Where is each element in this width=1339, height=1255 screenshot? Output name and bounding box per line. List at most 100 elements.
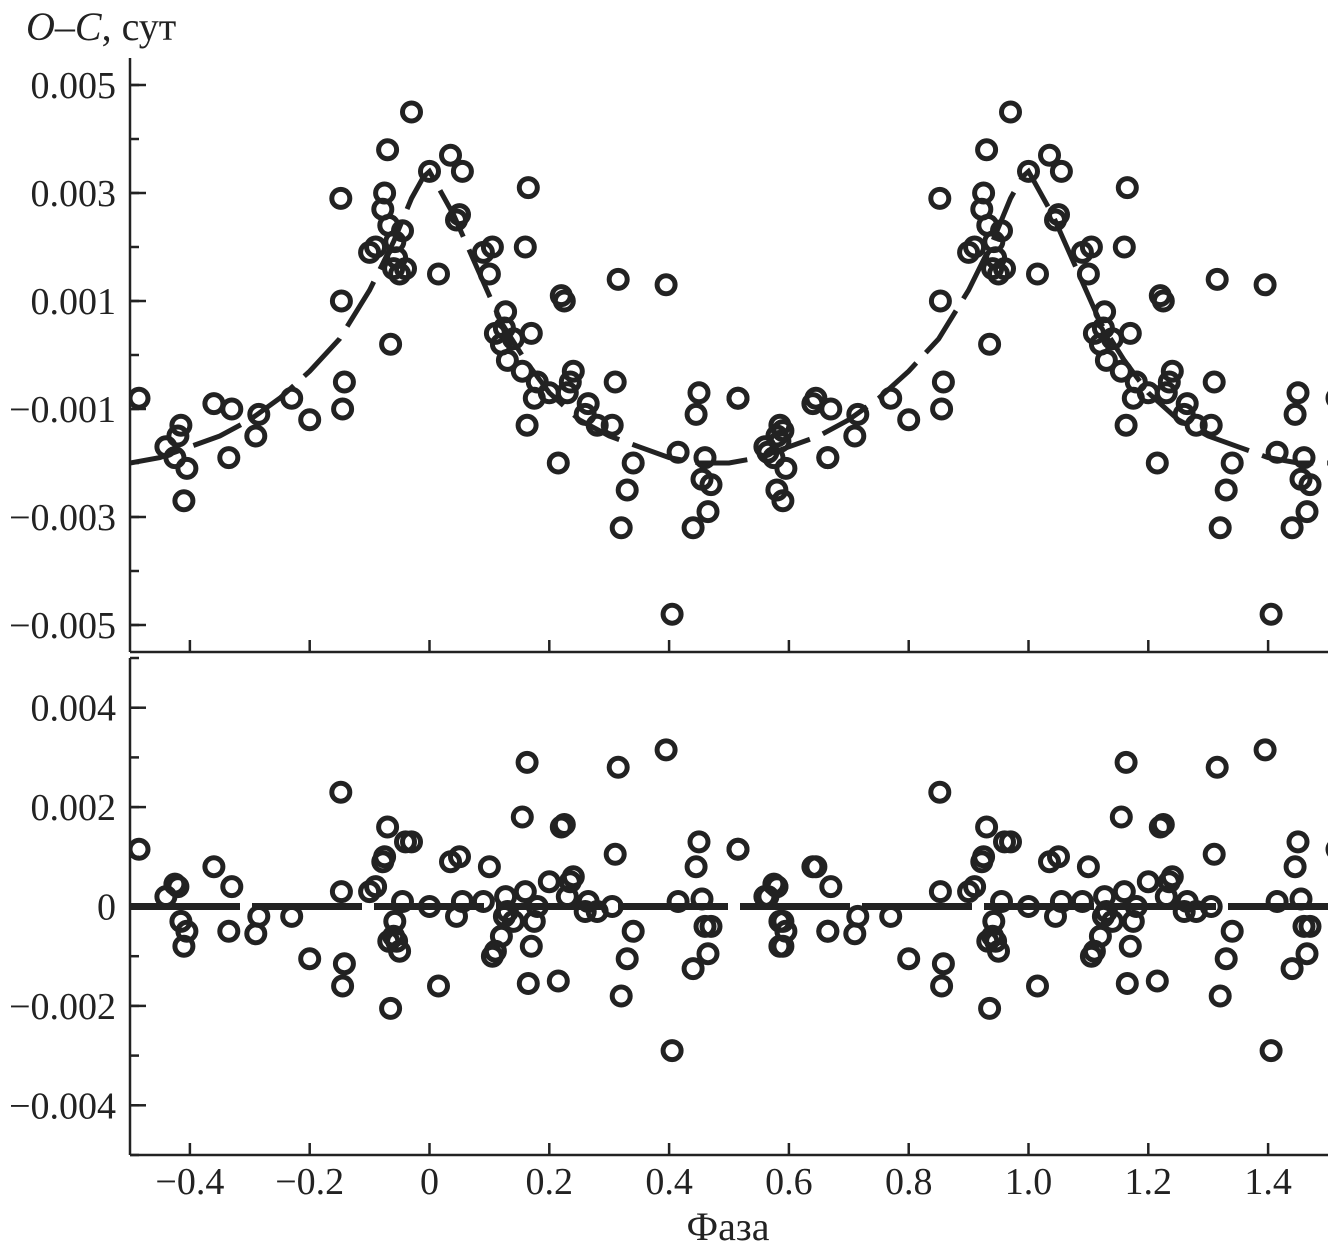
top-data-point — [696, 500, 720, 524]
top-data-point — [1049, 159, 1073, 183]
bottom-data-point — [501, 909, 525, 933]
bottom-data-point — [600, 895, 624, 918]
x-axis-title: Фаза — [687, 1204, 770, 1249]
top-data-point — [621, 451, 645, 475]
bottom-data-point — [879, 904, 903, 928]
top-data-point — [816, 446, 840, 470]
top-data-point — [603, 370, 627, 394]
bottom-data-point — [681, 957, 705, 981]
top-data-point — [585, 413, 609, 437]
bottom-data-point — [1136, 870, 1160, 894]
top-data-point — [394, 257, 417, 281]
top-data-point — [546, 451, 570, 475]
bottom-data-point — [1026, 974, 1049, 998]
bottom-data-point — [1109, 805, 1133, 829]
top-data-point — [558, 370, 582, 394]
top-data-point — [519, 321, 543, 345]
top-data-point — [1298, 473, 1322, 497]
top-data-point — [1283, 402, 1307, 426]
bottom-data-point — [448, 845, 471, 869]
bottom-data-point — [391, 890, 414, 913]
bottom-data-point — [1259, 1039, 1283, 1063]
bottom-data-point — [1076, 855, 1100, 879]
bottom-y-tick-label: 0.002 — [31, 787, 117, 829]
top-data-point — [765, 424, 789, 448]
bottom-data-point — [1118, 934, 1142, 958]
top-data-point — [1026, 262, 1049, 286]
bottom-data-point — [606, 755, 630, 779]
top-data-point — [1295, 500, 1319, 524]
top-data-point — [450, 159, 474, 183]
top-data-point — [427, 262, 450, 286]
top-data-point — [1115, 176, 1139, 200]
x-tick-label: 0.2 — [526, 1161, 574, 1203]
top-data-point — [329, 289, 353, 313]
top-data-point — [280, 386, 304, 410]
top-data-point — [684, 402, 708, 426]
top-data-point — [606, 267, 630, 291]
bottom-data-point — [1100, 909, 1124, 933]
bottom-data-point — [220, 875, 244, 899]
top-data-point — [654, 273, 678, 297]
bottom-data-point — [546, 969, 570, 993]
bottom-data-point — [816, 919, 840, 943]
bottom-data-point — [130, 837, 151, 861]
bottom-data-point — [1093, 885, 1117, 909]
top-data-point — [130, 386, 151, 410]
bottom-data-point — [897, 947, 921, 971]
top-data-point — [515, 413, 539, 437]
x-tick-label: 1.2 — [1125, 1161, 1173, 1203]
x-tick-label: 1.4 — [1244, 1161, 1292, 1203]
y-axis-title-unit: , сут — [102, 4, 177, 49]
bottom-data-point — [329, 780, 353, 804]
top-data-point — [930, 397, 954, 421]
top-y-tick-label: −0.003 — [9, 497, 116, 539]
top-data-point — [1079, 235, 1103, 259]
top-data-point — [495, 348, 519, 372]
y-axis-title-symbol: O–C — [26, 4, 103, 49]
top-y-tick-label: −0.005 — [9, 605, 116, 647]
bottom-data-point — [666, 890, 690, 913]
x-tick-label: 1.0 — [1005, 1161, 1053, 1203]
bottom-data-point — [660, 1039, 684, 1063]
top-data-point — [928, 289, 952, 313]
top-data-point — [1199, 413, 1223, 437]
bottom-data-point — [510, 805, 534, 829]
bottom-data-point — [654, 738, 678, 762]
bottom-data-point — [975, 815, 999, 839]
bottom-data-point — [972, 845, 996, 869]
bottom-data-point — [1289, 887, 1313, 911]
top-y-tick-label: 0.005 — [31, 65, 117, 107]
top-data-point — [329, 186, 353, 210]
top-data-point — [1094, 348, 1118, 372]
bottom-data-point — [1295, 942, 1319, 966]
bottom-data-point — [1112, 880, 1136, 904]
top-data-point — [169, 413, 193, 437]
top-data-point — [1175, 392, 1199, 416]
bottom-data-point — [696, 942, 720, 966]
x-tick-label: 0.4 — [645, 1161, 693, 1203]
top-data-point — [963, 235, 987, 259]
bottom-data-point — [1208, 984, 1232, 1008]
top-data-point — [999, 100, 1022, 124]
top-data-point — [774, 456, 798, 480]
top-data-point — [1038, 143, 1061, 167]
top-data-point — [1076, 262, 1100, 286]
bottom-data-point — [175, 919, 199, 943]
bottom-data-point — [1214, 947, 1238, 971]
top-data-point — [364, 235, 388, 259]
bottom-data-point — [1199, 895, 1223, 918]
bottom-data-point — [364, 875, 388, 899]
top-data-point — [1280, 516, 1304, 540]
bottom-data-point — [513, 880, 537, 904]
bottom-data-point — [684, 855, 708, 879]
top-data-point — [1093, 300, 1117, 324]
bottom-data-point — [1280, 957, 1304, 981]
bottom-data-point — [1114, 750, 1138, 774]
top-data-point — [332, 370, 356, 394]
bottom-data-point — [379, 996, 403, 1020]
x-axis-labels: −0.4 −0.2 0 0.2 0.4 0.6 0.8 1.0 1.2 1.4 — [155, 1161, 1291, 1203]
top-data-point — [771, 489, 795, 513]
bottom-data-point — [726, 837, 750, 861]
